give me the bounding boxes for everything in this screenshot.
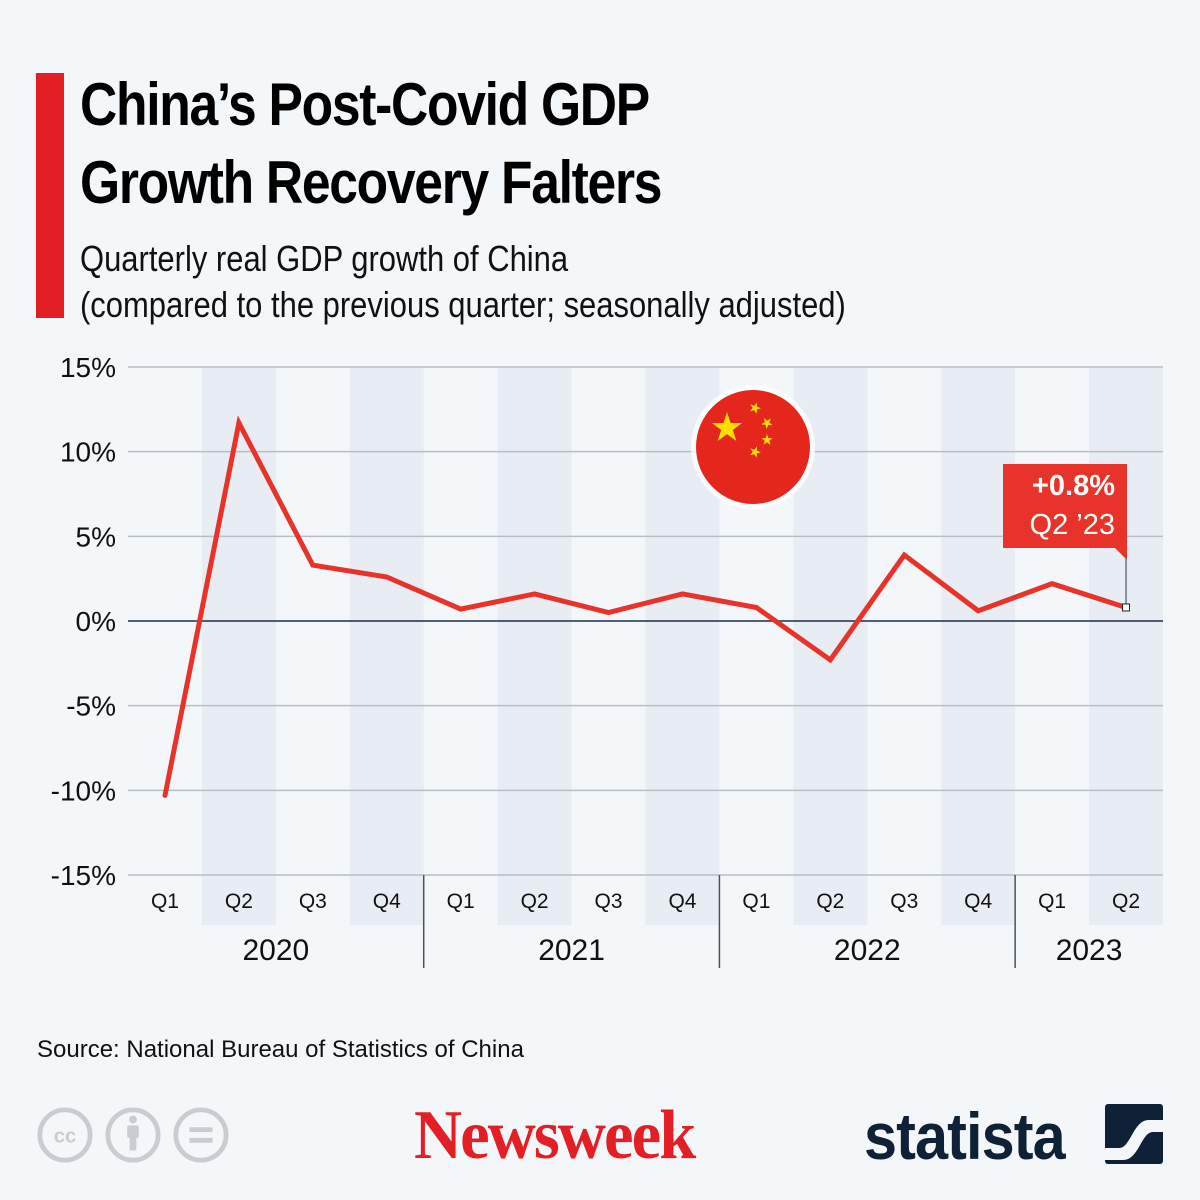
title-line-1: China’s Post-Covid GDP bbox=[80, 71, 650, 138]
quarter-bands bbox=[201, 367, 1163, 925]
x-tick-label: Q1 bbox=[742, 890, 770, 913]
callout-period: Q2 ’23 bbox=[1030, 509, 1115, 541]
line-chart: 15%10%5%0%-5%-10%-15% Q1 Q2 Q3 Q4 Q1 Q2 Q3 Q4 Q1… bbox=[51, 352, 1163, 968]
x-tick-label: Q3 bbox=[595, 890, 623, 913]
quarter-band bbox=[941, 367, 1016, 925]
series-line-path bbox=[162, 415, 1129, 798]
gridlines bbox=[128, 366, 1163, 876]
subtitle-line-1: Quarterly real GDP growth of China bbox=[80, 238, 569, 279]
statista-logo[interactable]: statista bbox=[864, 1099, 1066, 1173]
year-label: 2021 bbox=[538, 934, 605, 967]
flag-star-icon bbox=[750, 402, 761, 414]
x-tick-label: Q4 bbox=[373, 890, 401, 913]
y-tick-label: -10% bbox=[51, 775, 116, 806]
svg-text:cc: cc bbox=[54, 1126, 77, 1148]
x-tick-label: Q3 bbox=[890, 890, 918, 913]
callout-box bbox=[1003, 464, 1127, 560]
x-axis-quarter-ticks: Q1 Q2 Q3 Q4 Q1 Q2 Q3 Q4 Q1 Q2 Q3 Q4 Q1 Q2 bbox=[151, 890, 1140, 913]
x-tick-label: Q1 bbox=[447, 890, 475, 913]
x-tick-label: Q1 bbox=[151, 890, 179, 913]
data-point[interactable] bbox=[236, 420, 241, 425]
data-point[interactable] bbox=[606, 610, 611, 615]
callout-value: +0.8% bbox=[1032, 470, 1115, 502]
title-line-2: Growth Recovery Falters bbox=[80, 149, 662, 216]
x-tick-label: Q3 bbox=[299, 890, 327, 913]
newsweek-logo[interactable]: Newsweek bbox=[414, 1097, 696, 1174]
data-point[interactable] bbox=[384, 574, 389, 579]
y-tick-label: -15% bbox=[51, 860, 116, 891]
x-axis-year-labels: 2020 2021 2022 2023 bbox=[242, 875, 1122, 968]
x-tick-label: Q4 bbox=[668, 890, 696, 913]
chart-subtitle: Quarterly real GDP growth of China (comp… bbox=[80, 236, 846, 328]
quarter-band bbox=[1089, 367, 1163, 925]
license-icons: cc bbox=[36, 1106, 230, 1164]
attribution-icon[interactable] bbox=[104, 1106, 162, 1164]
chart-title: China’s Post-Covid GDP Growth Recovery F… bbox=[80, 66, 662, 222]
data-point[interactable] bbox=[162, 793, 167, 798]
data-point[interactable] bbox=[902, 552, 907, 557]
x-tick-label: Q2 bbox=[521, 890, 549, 913]
x-tick-label: Q2 bbox=[1112, 890, 1140, 913]
data-point[interactable] bbox=[976, 608, 981, 613]
x-tick-label: Q4 bbox=[964, 890, 992, 913]
data-point[interactable] bbox=[310, 563, 315, 568]
cc-icon[interactable]: cc bbox=[36, 1106, 94, 1164]
y-tick-label: 10% bbox=[60, 437, 116, 468]
x-tick-label: Q2 bbox=[225, 890, 253, 913]
data-point[interactable] bbox=[1050, 581, 1055, 586]
y-tick-label: 0% bbox=[76, 606, 116, 637]
flag-star-icon bbox=[761, 434, 773, 445]
accent-bar bbox=[36, 73, 64, 318]
x-tick-label: Q1 bbox=[1038, 890, 1066, 913]
china-flag-icon bbox=[691, 385, 815, 509]
flag-star-icon bbox=[761, 417, 773, 429]
year-label: 2022 bbox=[834, 934, 901, 967]
y-tick-label: 5% bbox=[76, 521, 116, 552]
statista-mark-icon[interactable] bbox=[1105, 1104, 1163, 1164]
no-derivatives-icon[interactable] bbox=[172, 1106, 230, 1164]
data-point[interactable] bbox=[828, 657, 833, 662]
flag-star-icon bbox=[711, 412, 743, 441]
data-point[interactable] bbox=[532, 591, 537, 596]
year-label: 2023 bbox=[1056, 934, 1123, 967]
flag-star-icon bbox=[750, 446, 761, 458]
x-tick-label: Q2 bbox=[816, 890, 844, 913]
year-label: 2020 bbox=[242, 934, 309, 967]
data-point[interactable] bbox=[754, 605, 759, 610]
callout-marker bbox=[1122, 603, 1131, 612]
series-line bbox=[162, 415, 1129, 798]
quarter-band bbox=[349, 367, 424, 925]
y-axis-ticks: 15% 10% 5% 0% -5% -10% -15% bbox=[51, 352, 116, 891]
subtitle-line-2: (compared to the previous quarter; seaso… bbox=[80, 284, 846, 325]
quarter-band bbox=[201, 367, 276, 925]
y-tick-label: 15% bbox=[60, 352, 116, 383]
data-point[interactable] bbox=[680, 591, 685, 596]
source-note: Source: National Bureau of Statistics of… bbox=[37, 1036, 524, 1063]
callout-annotation: +0.8% Q2 ’23 bbox=[1003, 464, 1131, 612]
y-tick-label: -5% bbox=[66, 691, 116, 722]
quarter-band bbox=[497, 367, 572, 925]
data-point[interactable] bbox=[458, 607, 463, 612]
